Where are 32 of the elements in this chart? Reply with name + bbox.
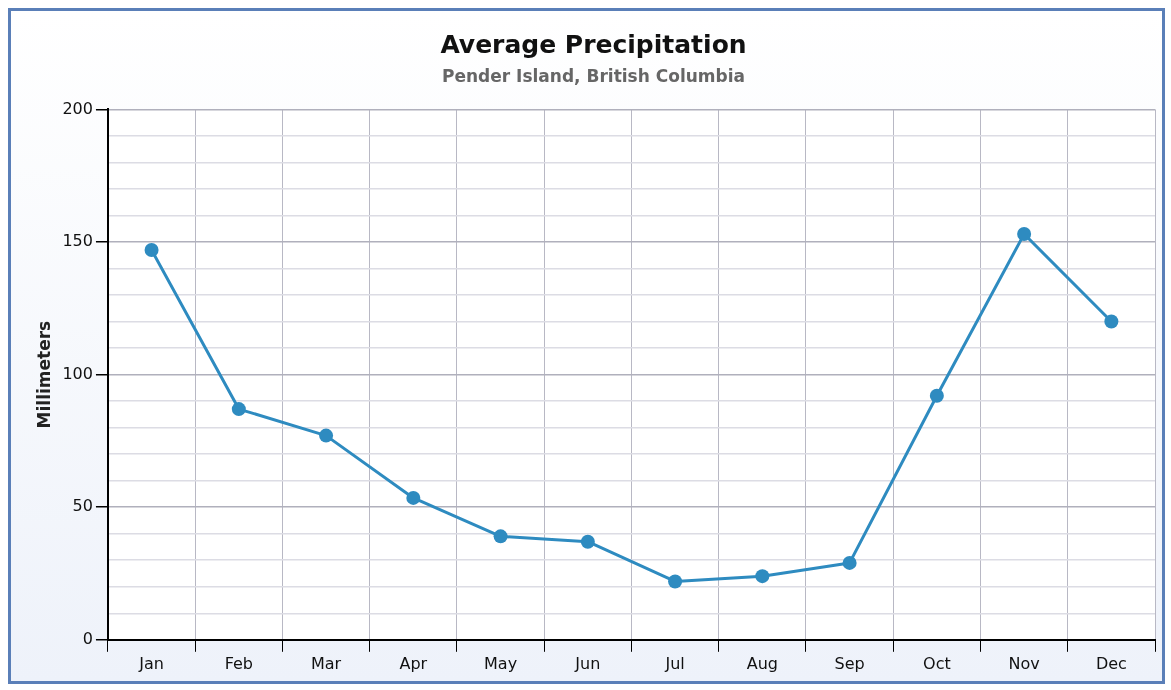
point: [842, 555, 857, 570]
point: [1017, 227, 1032, 242]
y-tick-label: 150: [62, 231, 93, 251]
x-tick-label: Oct: [923, 653, 951, 673]
x-tick-label: Jul: [664, 653, 685, 673]
point: [319, 428, 334, 443]
x-tick-label: Nov: [1008, 653, 1040, 673]
x-tick-label: Feb: [224, 653, 253, 673]
point: [580, 534, 595, 549]
x-tick-label: Aug: [746, 653, 778, 673]
point: [755, 569, 770, 584]
y-tick-label: 50: [72, 496, 93, 516]
y-tick-label: 0: [82, 628, 93, 648]
x-tick-label: Apr: [399, 653, 428, 673]
point: [929, 388, 944, 403]
chart-subtitle: Pender Island, British Columbia: [441, 65, 746, 86]
point: [493, 529, 508, 544]
point: [1104, 314, 1119, 329]
y-tick-label: 100: [62, 363, 93, 383]
x-tick-label: Sep: [834, 653, 865, 673]
x-tick-label: May: [484, 653, 518, 673]
point: [406, 490, 421, 505]
chart-title: Average Precipitation: [440, 29, 747, 59]
x-tick-label: Jun: [574, 653, 601, 673]
point: [144, 242, 159, 257]
x-tick-label: Dec: [1095, 653, 1127, 673]
y-axis-title: Millimeters: [33, 320, 54, 429]
x-tick-label: Jan: [138, 653, 164, 673]
y-tick-label: 200: [62, 98, 93, 118]
point: [668, 574, 683, 589]
point: [231, 402, 246, 417]
x-tick-label: Mar: [310, 653, 342, 673]
